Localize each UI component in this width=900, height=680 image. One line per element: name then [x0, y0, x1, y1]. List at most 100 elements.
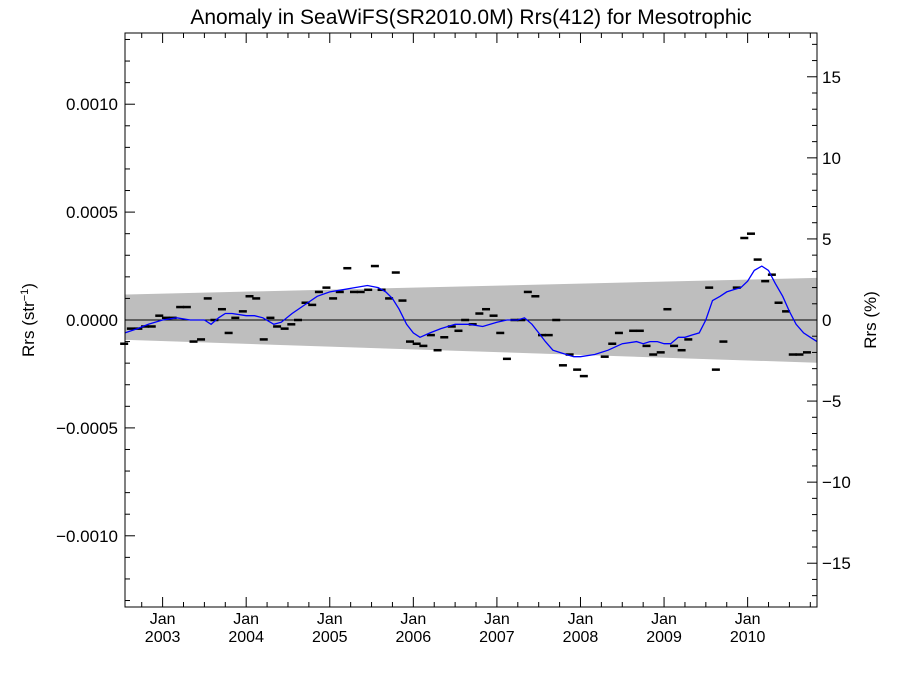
anomaly-point — [197, 338, 206, 341]
anomaly-point — [385, 297, 394, 300]
anomaly-point — [238, 310, 247, 313]
anomaly-point — [155, 314, 164, 317]
anomaly-point — [482, 307, 491, 311]
anomaly-point — [308, 303, 317, 307]
anomaly-point — [663, 307, 672, 311]
x-tick-label-year: 2009 — [646, 629, 682, 646]
anomaly-point — [349, 290, 358, 294]
anomaly-point — [600, 355, 609, 358]
anomaly-point — [802, 351, 811, 354]
anomaly-point — [552, 318, 561, 322]
anomaly-point — [141, 325, 150, 328]
y-right-tick-label: 15 — [822, 68, 841, 87]
y-right-tick-label: 5 — [822, 230, 831, 249]
anomaly-point — [224, 331, 233, 335]
anomaly-point — [573, 368, 582, 371]
x-tick-label-year: 2010 — [730, 629, 766, 646]
anomaly-point — [740, 236, 749, 240]
anomaly-point — [544, 333, 553, 337]
y-left-tick-label: 0.0010 — [66, 95, 118, 114]
x-axis-ticks: Jan2003Jan2004Jan2005Jan2006Jan2007Jan20… — [141, 33, 811, 646]
anomaly-point — [266, 316, 275, 320]
anomaly-point — [642, 344, 651, 348]
running-mean-layer — [124, 265, 818, 358]
chart-title: Anomaly in SeaWiFS(SR2010.0M) Rrs(412) f… — [190, 6, 751, 29]
x-tick-label-year: 2008 — [563, 629, 599, 646]
anomaly-point — [767, 273, 776, 276]
anomaly-point — [161, 316, 170, 320]
anomaly-point — [761, 279, 770, 283]
anomaly-point — [147, 325, 156, 328]
y-left-tick-label: −0.0005 — [56, 419, 118, 438]
anomaly-point — [677, 348, 686, 352]
anomaly-point — [426, 333, 435, 337]
anomaly-point — [502, 357, 511, 361]
x-tick-label-year: 2006 — [396, 629, 432, 646]
anomaly-point — [656, 351, 665, 354]
anomaly-point — [287, 323, 296, 326]
anomaly-point — [259, 338, 268, 341]
anomaly-point — [719, 340, 728, 343]
anomaly-point — [126, 327, 135, 330]
anomaly-point — [433, 348, 442, 352]
y-right-tick-label: −15 — [822, 554, 851, 573]
y-left-tick-label: 0.0005 — [66, 203, 118, 222]
anomaly-point — [364, 288, 373, 292]
y-right-tick-label: −10 — [822, 473, 851, 492]
anomaly-point — [356, 290, 365, 294]
anomaly-point — [774, 301, 783, 304]
anomaly-point — [614, 331, 623, 335]
anomaly-point — [412, 342, 421, 345]
anomaly-point — [746, 232, 755, 235]
anomaly-point — [523, 290, 532, 294]
anomaly-point — [475, 312, 484, 315]
anomaly-point — [788, 353, 797, 356]
x-tick-label-month: Jan — [735, 611, 761, 628]
anomaly-point — [440, 336, 449, 339]
anomaly-point — [419, 344, 428, 348]
anomaly-point — [782, 310, 791, 313]
y-axis-right-ticks: 15 10 5 0 −5 −10 −15 — [807, 43, 851, 597]
anomaly-point — [343, 266, 352, 270]
x-tick-label-year: 2004 — [228, 629, 264, 646]
x-tick-label-month: Jan — [484, 611, 510, 628]
x-tick-label-month: Jan — [150, 611, 176, 628]
anomaly-point — [231, 316, 240, 320]
y-axis-left-ticks: 0.0010 0.0005 0.0000 −0.0005 −0.0010 — [56, 38, 135, 602]
x-tick-label-month: Jan — [317, 611, 343, 628]
anomaly-point — [496, 331, 505, 335]
anomaly-point — [795, 353, 804, 356]
anomaly-point — [189, 340, 198, 343]
anomaly-point — [370, 264, 379, 268]
anomaly-point — [629, 329, 638, 333]
anomaly-point — [322, 286, 331, 289]
x-tick-label-month: Jan — [400, 611, 426, 628]
anomaly-point — [273, 325, 282, 328]
anomaly-point — [245, 295, 254, 298]
anomaly-point — [732, 286, 741, 289]
y-axis-right-label: Rrs (%) — [861, 291, 880, 349]
anomaly-point — [120, 342, 129, 345]
anomaly-point — [398, 299, 407, 302]
anomaly-point — [579, 374, 588, 378]
y-left-tick-label: 0.0000 — [66, 311, 118, 330]
anomaly-point — [565, 353, 574, 356]
anomaly-point — [705, 286, 714, 289]
anomaly-point — [176, 305, 185, 309]
anomaly-point — [391, 271, 400, 274]
anomaly-point — [335, 290, 344, 294]
y-right-tick-label: −5 — [822, 392, 841, 411]
anomaly-point — [753, 258, 762, 261]
x-tick-label-month: Jan — [651, 611, 677, 628]
running-mean-line — [124, 265, 818, 358]
x-tick-label-month: Jan — [233, 611, 259, 628]
anomaly-point — [684, 338, 693, 341]
anomaly-point — [538, 333, 547, 337]
y-right-tick-label: 0 — [822, 311, 831, 330]
anomaly-point — [252, 297, 261, 300]
anomaly-point — [531, 295, 540, 298]
anomaly-point — [280, 327, 289, 330]
anomaly-point — [711, 368, 720, 371]
x-tick-label-year: 2003 — [145, 629, 181, 646]
